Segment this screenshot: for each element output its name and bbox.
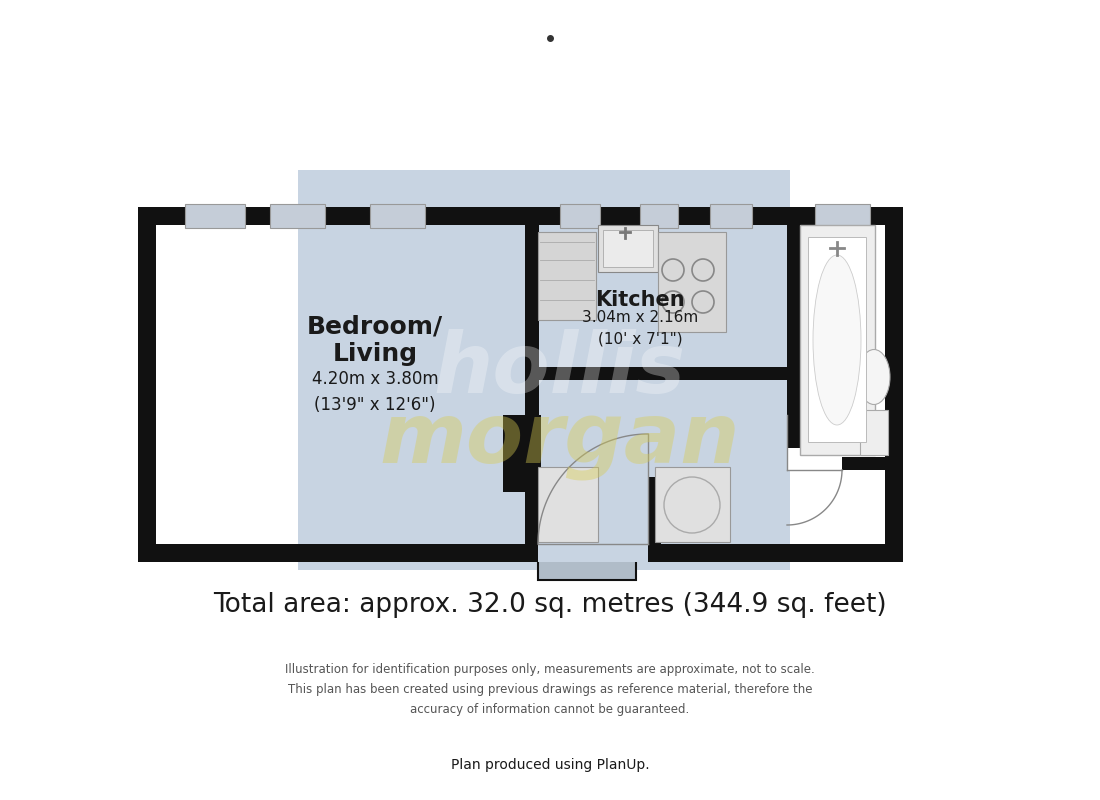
Bar xyxy=(598,225,658,272)
Text: 3.04m x 2.16m
(10' x 7'1"): 3.04m x 2.16m (10' x 7'1") xyxy=(582,310,698,346)
Text: Total area: approx. 32.0 sq. metres (344.9 sq. feet): Total area: approx. 32.0 sq. metres (344… xyxy=(213,592,887,618)
Bar xyxy=(298,170,790,570)
Bar xyxy=(138,207,903,225)
Bar xyxy=(185,204,245,228)
Bar xyxy=(815,204,870,228)
Bar xyxy=(270,204,324,228)
Bar xyxy=(538,542,648,562)
Text: Plan produced using PlanUp.: Plan produced using PlanUp. xyxy=(451,758,649,772)
Bar xyxy=(603,230,653,267)
Bar xyxy=(560,204,600,228)
Bar xyxy=(525,477,539,562)
Bar xyxy=(658,232,726,332)
Text: 4.20m x 3.80m
(13'9" x 12'6"): 4.20m x 3.80m (13'9" x 12'6") xyxy=(311,370,438,414)
Bar xyxy=(654,467,730,542)
Text: Kitchen: Kitchen xyxy=(595,290,685,310)
Ellipse shape xyxy=(858,350,890,405)
Text: This plan has been created using previous drawings as reference material, theref: This plan has been created using previou… xyxy=(288,683,812,697)
Bar xyxy=(538,232,596,320)
Bar xyxy=(525,367,790,380)
Text: Illustration for identification purposes only, measurements are approximate, not: Illustration for identification purposes… xyxy=(285,663,815,677)
Bar xyxy=(860,410,888,455)
Bar xyxy=(538,467,598,542)
Bar xyxy=(138,207,298,562)
Text: Bedroom/
Living: Bedroom/ Living xyxy=(307,314,443,366)
Bar xyxy=(786,207,800,470)
Bar xyxy=(538,560,636,580)
Bar xyxy=(138,207,156,562)
Bar xyxy=(640,204,678,228)
Bar xyxy=(138,544,903,562)
Text: morgan: morgan xyxy=(379,399,740,481)
Bar xyxy=(808,237,866,442)
Bar xyxy=(786,457,903,470)
Bar xyxy=(370,204,425,228)
Bar xyxy=(886,207,903,562)
Bar xyxy=(786,448,842,470)
Text: hollis: hollis xyxy=(433,330,686,410)
Bar xyxy=(648,477,661,562)
Bar xyxy=(503,415,541,492)
Ellipse shape xyxy=(813,255,861,425)
Bar xyxy=(710,204,752,228)
Bar xyxy=(525,207,539,415)
Bar xyxy=(790,207,903,470)
Bar xyxy=(800,225,874,455)
Text: accuracy of information cannot be guaranteed.: accuracy of information cannot be guaran… xyxy=(410,703,690,717)
